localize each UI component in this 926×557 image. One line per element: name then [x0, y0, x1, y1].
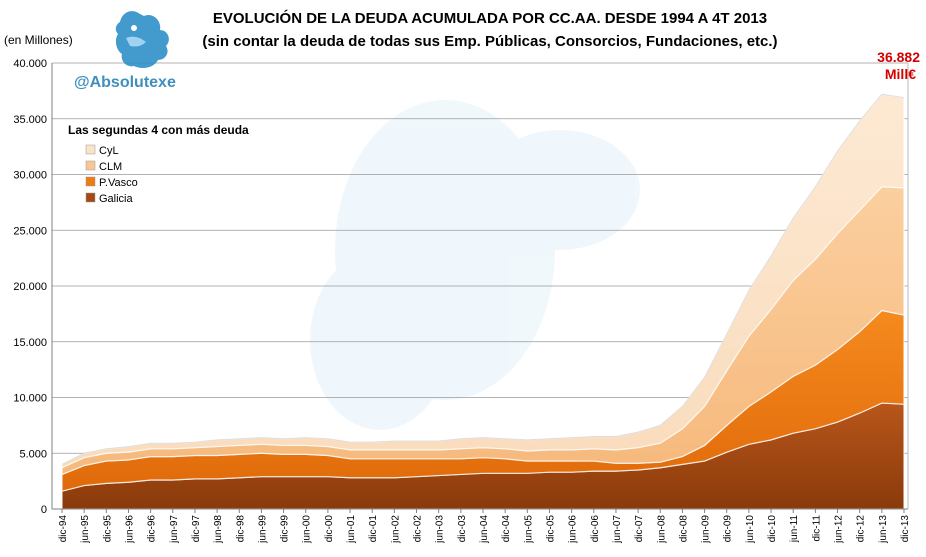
total-value-annotation: 36.882 [877, 49, 920, 65]
x-tick-label: dic-06 [590, 515, 601, 543]
legend-swatch [85, 176, 96, 187]
y-tick-label: 10.000 [13, 393, 47, 405]
x-tick-label: dic-94 [58, 515, 69, 543]
series-line-cyl [61, 93, 905, 465]
x-tick-label: dic-01 [368, 515, 379, 543]
x-tick-label: dic-99 [280, 515, 291, 543]
total-unit-annotation: Mill€ [885, 66, 916, 82]
x-tick-label: dic-12 [856, 515, 867, 543]
x-tick-label: dic-09 [723, 515, 734, 543]
x-tick-label: jun-13 [878, 515, 889, 544]
chart-title: EVOLUCIÓN DE LA DEUDA ACUMULADA POR CC.A… [213, 9, 767, 27]
area-cyl [61, 93, 905, 469]
x-tick-label: jun-05 [523, 515, 534, 544]
y-tick-label: 35.000 [13, 114, 47, 126]
x-tick-label: jun-02 [390, 515, 401, 544]
x-tick-label: jun-00 [302, 515, 313, 544]
legend-label: P.Vasco [99, 177, 138, 189]
x-tick-label: jun-12 [834, 515, 845, 544]
legend-swatch [85, 160, 96, 171]
x-tick-label: jun-11 [789, 515, 800, 543]
x-tick-label: dic-04 [501, 515, 512, 543]
x-tick-label: jun-09 [701, 515, 712, 544]
author-handle: @Absolutexe [74, 74, 176, 91]
x-tick-label: jun-06 [568, 515, 579, 544]
legend-title: Las segundas 4 con más deuda [68, 123, 249, 137]
x-tick-label: jun-10 [745, 515, 756, 544]
y-tick-label: 40.000 [13, 58, 47, 70]
griffin-watermark-icon [310, 100, 640, 430]
x-tick-label: dic-13 [900, 515, 911, 543]
x-tick-label: jun-07 [612, 515, 623, 544]
x-tick-label: jun-01 [346, 515, 357, 544]
x-tick-label: jun-95 [80, 515, 91, 544]
chart-subtitle: (sin contar la deuda de todas sus Emp. P… [202, 33, 777, 50]
y-tick-label: 25.000 [13, 225, 47, 237]
y-tick-label: 30.000 [13, 170, 47, 182]
x-tick-label: dic-10 [767, 515, 778, 543]
x-tick-label: dic-95 [102, 515, 113, 543]
legend-swatch [85, 144, 96, 155]
y-tick-label: 15.000 [13, 337, 47, 349]
x-tick-label: dic-02 [413, 515, 424, 543]
x-tick-labels: dic-94 jun-95 dic-95 jun-96 dic-96 jun-97 dic-… [58, 509, 911, 544]
x-tick-label: jun-96 [124, 515, 135, 544]
y-tick-label: 0 [41, 504, 47, 516]
x-tick-label: dic-97 [191, 515, 202, 543]
x-tick-label: dic-05 [545, 515, 556, 543]
x-tick-label: jun-97 [169, 515, 180, 544]
unit-label: (en Millones) [4, 33, 73, 47]
y-tick-labels: 0 5.000 10.000 15.000 20.000 25.000 30.000 35.0… [13, 58, 47, 516]
legend-label: CLM [99, 161, 122, 173]
x-tick-label: dic-03 [457, 515, 468, 543]
legend-swatch [85, 192, 96, 203]
griffin-logo-icon [115, 11, 169, 68]
legend: Las segundas 4 con más deuda CyL CLM P.Vas… [68, 123, 249, 205]
x-tick-label: jun-03 [435, 515, 446, 544]
x-tick-label: jun-04 [479, 515, 490, 544]
legend-label: CyL [99, 145, 119, 157]
x-tick-label: jun-99 [257, 515, 268, 544]
x-tick-label: dic-11 [811, 515, 822, 542]
legend-label: Galicia [99, 193, 134, 205]
x-tick-label: dic-98 [235, 515, 246, 543]
y-tick-label: 20.000 [13, 281, 47, 293]
x-tick-label: dic-00 [324, 515, 335, 543]
x-tick-label: dic-07 [634, 515, 645, 543]
x-tick-label: jun-08 [656, 515, 667, 544]
x-tick-label: dic-96 [147, 515, 158, 543]
x-tick-label: jun-98 [213, 515, 224, 544]
x-tick-label: dic-08 [678, 515, 689, 543]
y-tick-label: 5.000 [19, 448, 47, 460]
